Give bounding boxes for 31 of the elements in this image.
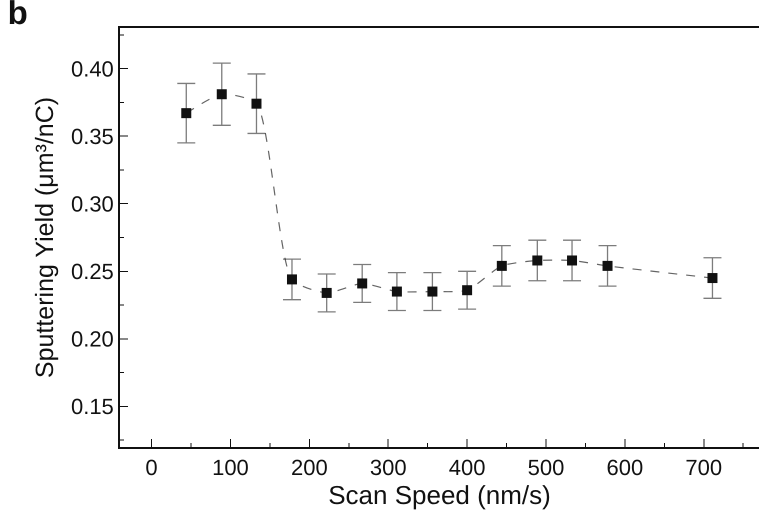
point [462,285,472,296]
point [567,255,578,266]
x-tick-label: 300 [370,455,407,480]
x-tick-label: 700 [685,455,722,480]
chart-title: b [8,0,28,32]
y-tick-label: 0.40 [70,56,114,82]
point [532,255,542,266]
y-tick-label: 0.20 [70,326,114,352]
y-tick-label: 0.25 [70,258,114,284]
point [427,286,438,297]
x-tick-label: 200 [290,455,328,480]
point [251,98,262,109]
x-tick-label: 0 [145,455,158,480]
point [496,260,507,271]
point [181,108,192,118]
point [286,274,297,284]
x-tick-label: 100 [212,455,249,480]
x-tick-label: 400 [448,455,486,480]
y-tick-label: 0.15 [70,394,114,420]
y-tick-label: 0.35 [70,124,114,149]
point [707,273,718,284]
point [216,89,227,100]
x-tick-label: 500 [528,455,564,480]
y-axis-title: Sputtering Yield (μm³/nC) [31,96,60,378]
point [602,260,613,271]
x-tick-label: 600 [606,455,644,480]
point [357,278,368,288]
y-tick-label: 0.30 [70,191,114,216]
x-axis-title: Scan Speed (nm/s) [328,480,551,510]
point [392,286,402,297]
point [322,288,332,298]
